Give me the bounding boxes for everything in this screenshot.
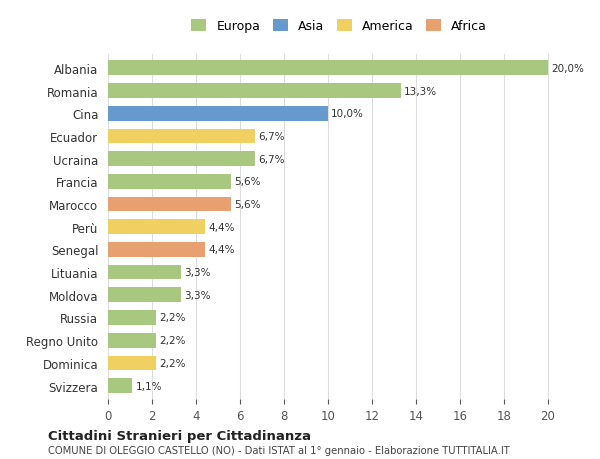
Text: 13,3%: 13,3% bbox=[404, 86, 437, 96]
Bar bbox=[108, 265, 181, 280]
Text: Cittadini Stranieri per Cittadinanza: Cittadini Stranieri per Cittadinanza bbox=[48, 429, 311, 442]
Text: 3,3%: 3,3% bbox=[184, 290, 211, 300]
Text: 2,2%: 2,2% bbox=[160, 313, 186, 323]
Bar bbox=[108, 106, 328, 121]
Bar bbox=[108, 152, 256, 167]
Text: 5,6%: 5,6% bbox=[235, 200, 261, 210]
Text: 6,7%: 6,7% bbox=[259, 132, 285, 142]
Bar bbox=[108, 288, 181, 302]
Text: 5,6%: 5,6% bbox=[235, 177, 261, 187]
Legend: Europa, Asia, America, Africa: Europa, Asia, America, Africa bbox=[188, 17, 490, 37]
Text: 10,0%: 10,0% bbox=[331, 109, 364, 119]
Bar bbox=[108, 310, 157, 325]
Text: 6,7%: 6,7% bbox=[259, 154, 285, 164]
Text: 20,0%: 20,0% bbox=[551, 64, 584, 73]
Bar bbox=[108, 197, 231, 212]
Text: 4,4%: 4,4% bbox=[208, 245, 235, 255]
Text: 3,3%: 3,3% bbox=[184, 268, 211, 278]
Bar bbox=[108, 378, 132, 393]
Text: 1,1%: 1,1% bbox=[136, 381, 162, 391]
Text: 4,4%: 4,4% bbox=[208, 222, 235, 232]
Text: COMUNE DI OLEGGIO CASTELLO (NO) - Dati ISTAT al 1° gennaio - Elaborazione TUTTIT: COMUNE DI OLEGGIO CASTELLO (NO) - Dati I… bbox=[48, 445, 510, 455]
Bar bbox=[108, 333, 157, 348]
Text: 2,2%: 2,2% bbox=[160, 358, 186, 368]
Bar bbox=[108, 62, 548, 76]
Bar bbox=[108, 174, 231, 189]
Text: 2,2%: 2,2% bbox=[160, 336, 186, 346]
Bar bbox=[108, 242, 205, 257]
Bar bbox=[108, 84, 401, 99]
Bar bbox=[108, 356, 157, 370]
Bar bbox=[108, 220, 205, 235]
Bar bbox=[108, 129, 256, 144]
